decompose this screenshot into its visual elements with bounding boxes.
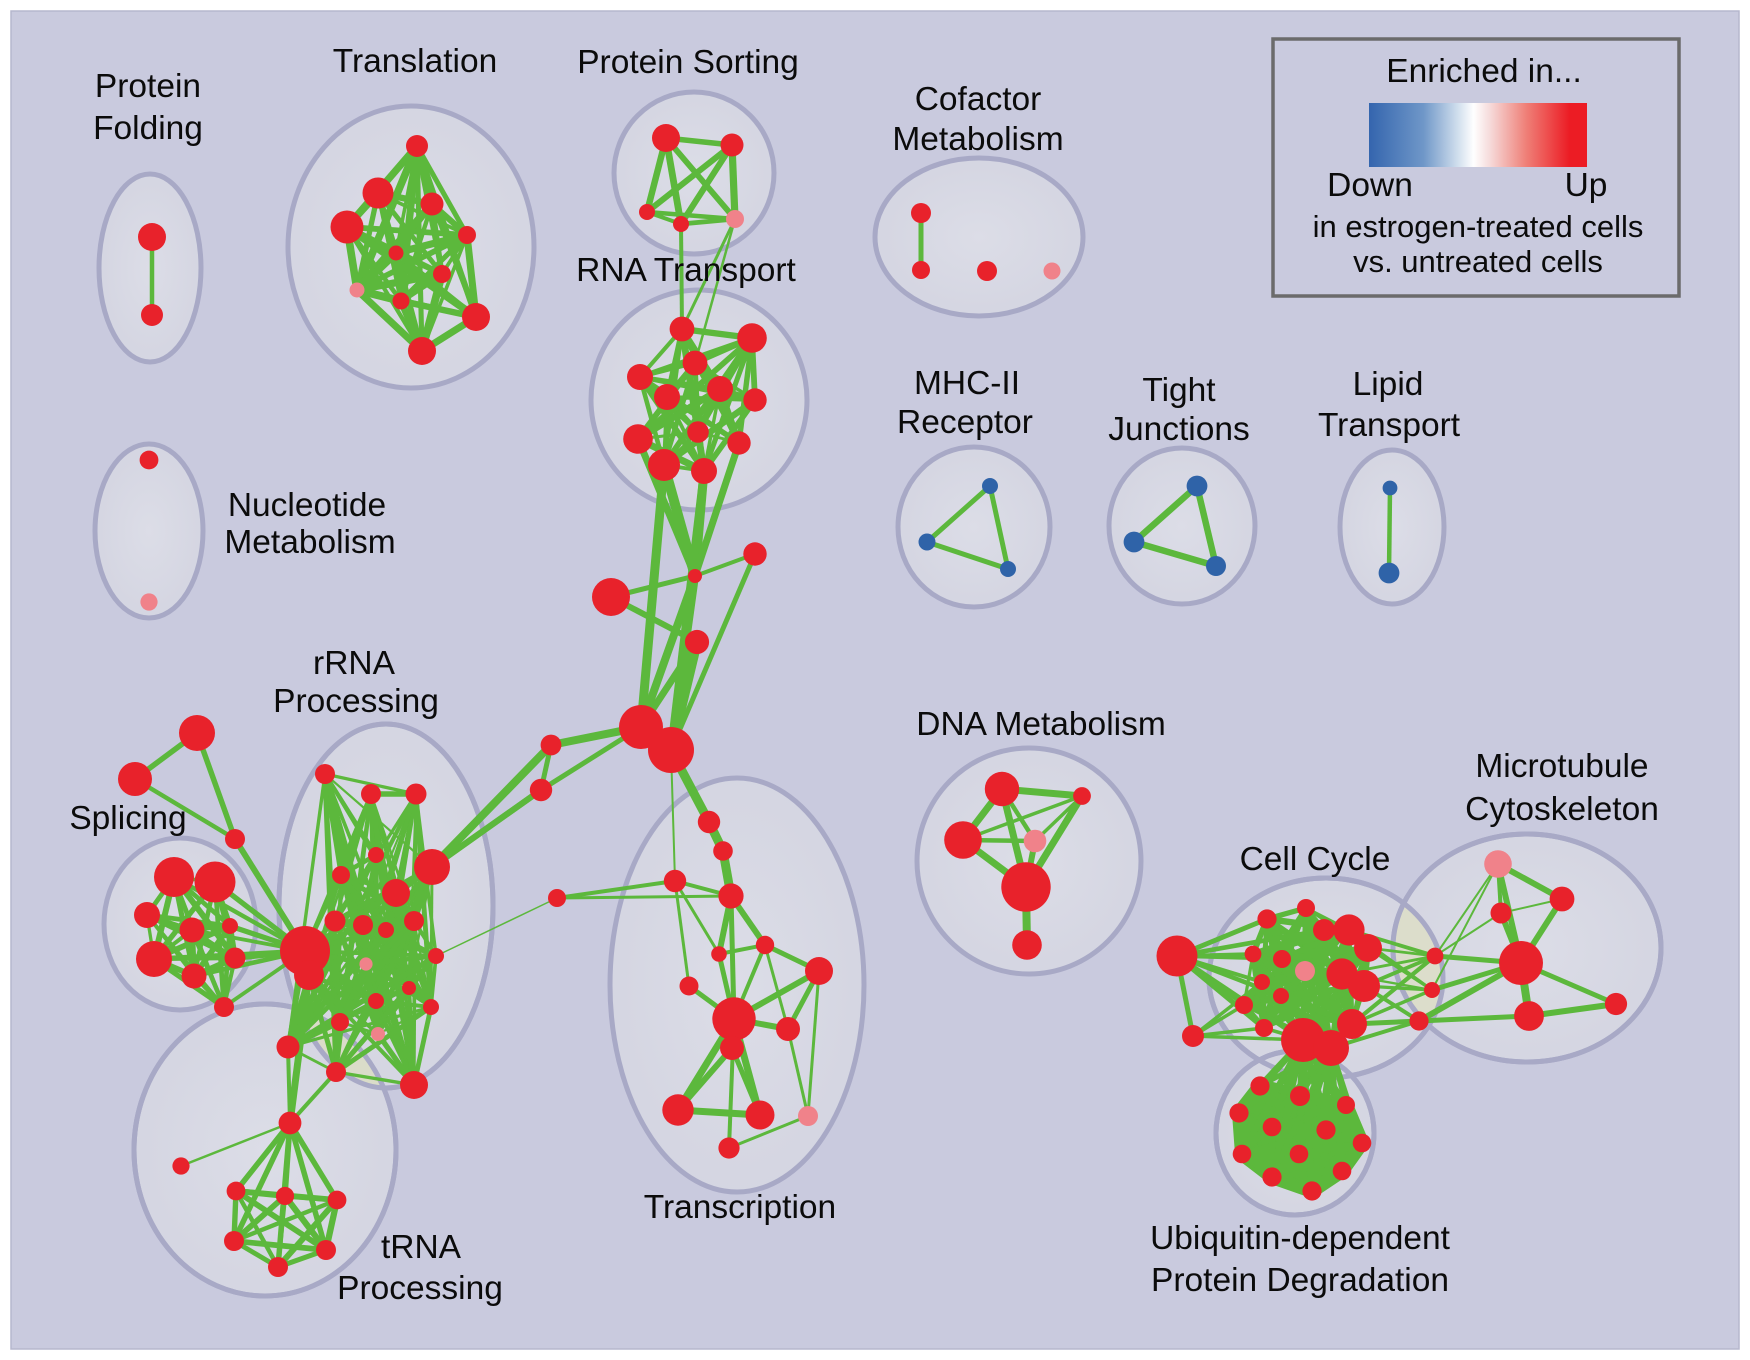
svg-text:Down: Down [1327,167,1413,204]
svg-text:RNA Transport: RNA Transport [576,252,796,289]
svg-text:Transcription: Transcription [644,1189,836,1226]
svg-text:DNA Metabolism: DNA Metabolism [916,706,1165,743]
svg-text:Processing: Processing [337,1270,503,1307]
svg-text:Cofactor: Cofactor [915,81,1042,118]
svg-text:Metabolism: Metabolism [892,121,1063,158]
svg-text:Protein: Protein [95,68,201,105]
svg-text:Protein Degradation: Protein Degradation [1151,1262,1449,1299]
svg-text:Transport: Transport [1318,407,1461,444]
svg-text:Tight: Tight [1142,372,1216,409]
svg-text:Enriched in...: Enriched in... [1386,53,1582,90]
svg-text:Junctions: Junctions [1108,411,1250,448]
svg-text:MHC-II: MHC-II [914,365,1020,402]
svg-text:Receptor: Receptor [897,404,1033,441]
svg-text:Up: Up [1565,167,1608,204]
svg-text:rRNA: rRNA [313,645,396,682]
svg-text:tRNA: tRNA [381,1229,462,1266]
svg-text:Nucleotide: Nucleotide [228,487,386,524]
svg-text:Lipid: Lipid [1353,366,1424,403]
svg-text:in estrogen-treated cells: in estrogen-treated cells [1313,209,1644,244]
svg-text:vs. untreated cells: vs. untreated cells [1353,244,1603,279]
svg-text:Cytoskeleton: Cytoskeleton [1465,791,1659,828]
svg-text:Ubiquitin-dependent: Ubiquitin-dependent [1150,1220,1451,1257]
svg-text:Metabolism: Metabolism [224,524,395,561]
svg-text:Cell Cycle: Cell Cycle [1240,841,1391,878]
svg-text:Splicing: Splicing [69,800,186,837]
svg-text:Microtubule: Microtubule [1475,748,1648,785]
svg-text:Protein Sorting: Protein Sorting [577,44,799,81]
svg-text:Processing: Processing [273,683,439,720]
svg-text:Folding: Folding [93,110,203,147]
svg-text:Translation: Translation [333,43,497,80]
